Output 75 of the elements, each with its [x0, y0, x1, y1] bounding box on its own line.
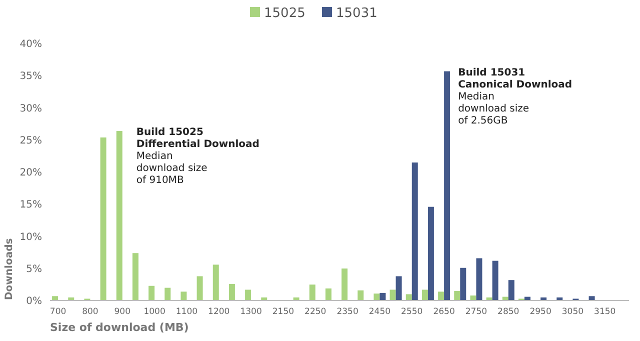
bar: [470, 296, 476, 300]
x-tick-label: 3150: [594, 307, 616, 317]
y-tick-label: 0%: [26, 296, 42, 307]
bar: [132, 253, 138, 300]
x-tick-label: 1300: [240, 307, 262, 317]
bar: [486, 297, 492, 300]
bar: [444, 71, 450, 300]
bar: [52, 296, 58, 300]
x-tick-label: 700: [50, 307, 66, 317]
y-tick-label: 5%: [26, 264, 42, 275]
bar: [212, 264, 219, 300]
bar: [454, 291, 460, 300]
bar: [460, 268, 466, 300]
bar: [524, 296, 530, 300]
bar: [68, 297, 74, 300]
y-tick-label: 15%: [20, 200, 42, 211]
x-tick-label: 2450: [368, 307, 391, 317]
bar: [148, 286, 155, 300]
bar: [164, 288, 171, 300]
bar: [476, 258, 482, 300]
bar: [422, 290, 428, 300]
x-tick-label: 900: [114, 307, 130, 317]
x-tick-label: 3050: [562, 307, 584, 317]
annotation: Median download size of 910MB: [136, 151, 208, 186]
bar: [380, 292, 386, 300]
y-tick-label: 30%: [20, 103, 42, 114]
bar: [228, 284, 235, 300]
annotation: Median download size of 2.56GB: [458, 91, 530, 126]
y-tick-label: 40%: [20, 39, 42, 50]
y-tick-label: 35%: [20, 71, 42, 82]
bar: [358, 290, 364, 300]
x-tick-label: 2950: [530, 307, 552, 317]
y-axis-title: Downloads: [4, 238, 15, 300]
bar: [342, 268, 348, 300]
bar: [196, 276, 203, 300]
bar: [508, 280, 514, 300]
x-tick-label: 2350: [336, 307, 358, 317]
x-tick-label: 2250: [304, 307, 326, 317]
x-tick-label: 2750: [465, 307, 488, 317]
bar: [309, 284, 316, 300]
legend-label: 15025: [264, 6, 306, 21]
x-tick-label: 2850: [498, 307, 520, 317]
bar: [396, 276, 402, 300]
bar: [261, 297, 268, 300]
bar: [412, 162, 418, 300]
x-tick-label: 1200: [208, 307, 230, 317]
bar: [100, 137, 106, 300]
x-tick-label: 2550: [401, 307, 423, 317]
bar: [502, 296, 508, 300]
bar: [374, 294, 380, 300]
bar: [406, 294, 412, 300]
bar: [116, 131, 122, 300]
legend-label: 15031: [336, 6, 378, 21]
x-tick-label: 1100: [176, 307, 198, 317]
bar: [556, 297, 563, 300]
annotation: Build 15031 Canonical Download: [458, 67, 572, 90]
x-tick-label: 1000: [144, 307, 166, 317]
x-tick-label: 2150: [272, 307, 294, 317]
annotation: Build 15025 Differential Download: [136, 127, 260, 150]
x-axis-title: Size of download (MB): [50, 321, 189, 334]
bar: [245, 290, 252, 300]
bar: [540, 297, 547, 300]
bar: [325, 288, 332, 300]
bar: [588, 296, 595, 300]
bar: [438, 292, 444, 300]
x-tick-label: 800: [82, 307, 98, 317]
bar: [390, 290, 396, 300]
x-tick-label: 2650: [433, 307, 455, 317]
y-tick-label: 25%: [20, 135, 42, 146]
y-tick-label: 10%: [20, 232, 42, 243]
y-tick-label: 20%: [20, 168, 42, 178]
bar: [428, 206, 434, 300]
bar: [492, 260, 498, 300]
bar: [180, 292, 187, 300]
bar: [293, 297, 300, 300]
